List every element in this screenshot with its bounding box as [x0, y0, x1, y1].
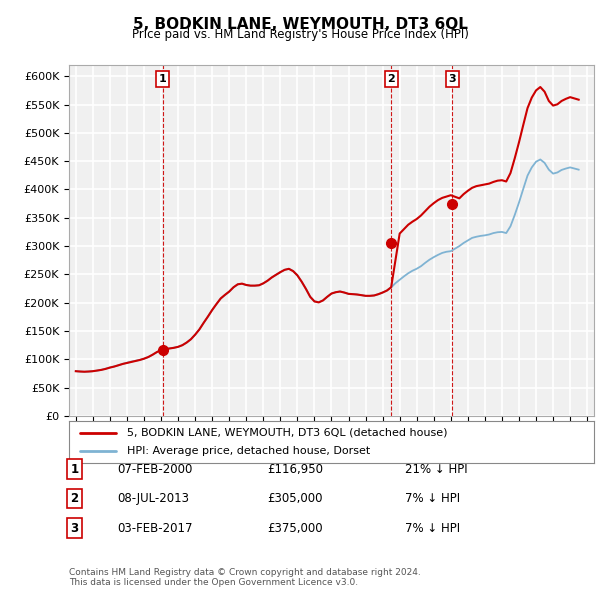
- Text: 08-JUL-2013: 08-JUL-2013: [117, 492, 189, 505]
- Text: 7% ↓ HPI: 7% ↓ HPI: [405, 522, 460, 535]
- Text: £375,000: £375,000: [267, 522, 323, 535]
- Text: 07-FEB-2000: 07-FEB-2000: [117, 463, 193, 476]
- Text: 5, BODKIN LANE, WEYMOUTH, DT3 6QL: 5, BODKIN LANE, WEYMOUTH, DT3 6QL: [133, 17, 467, 31]
- Text: £305,000: £305,000: [267, 492, 323, 505]
- Text: 3: 3: [70, 522, 79, 535]
- Text: 3: 3: [449, 74, 456, 84]
- Text: 03-FEB-2017: 03-FEB-2017: [117, 522, 193, 535]
- Text: 2: 2: [388, 74, 395, 84]
- Text: 21% ↓ HPI: 21% ↓ HPI: [405, 463, 467, 476]
- Text: 1: 1: [70, 463, 79, 476]
- Text: HPI: Average price, detached house, Dorset: HPI: Average price, detached house, Dors…: [127, 446, 370, 456]
- Text: Contains HM Land Registry data © Crown copyright and database right 2024.
This d: Contains HM Land Registry data © Crown c…: [69, 568, 421, 587]
- Text: 1: 1: [159, 74, 167, 84]
- Text: Price paid vs. HM Land Registry's House Price Index (HPI): Price paid vs. HM Land Registry's House …: [131, 28, 469, 41]
- Text: 5, BODKIN LANE, WEYMOUTH, DT3 6QL (detached house): 5, BODKIN LANE, WEYMOUTH, DT3 6QL (detac…: [127, 428, 447, 438]
- Text: 7% ↓ HPI: 7% ↓ HPI: [405, 492, 460, 505]
- Text: 2: 2: [70, 492, 79, 505]
- Text: £116,950: £116,950: [267, 463, 323, 476]
